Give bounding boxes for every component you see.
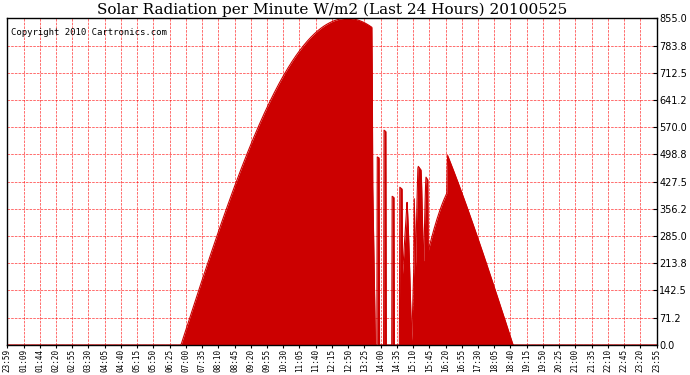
Text: Copyright 2010 Cartronics.com: Copyright 2010 Cartronics.com <box>10 28 166 37</box>
Title: Solar Radiation per Minute W/m2 (Last 24 Hours) 20100525: Solar Radiation per Minute W/m2 (Last 24… <box>97 3 567 17</box>
